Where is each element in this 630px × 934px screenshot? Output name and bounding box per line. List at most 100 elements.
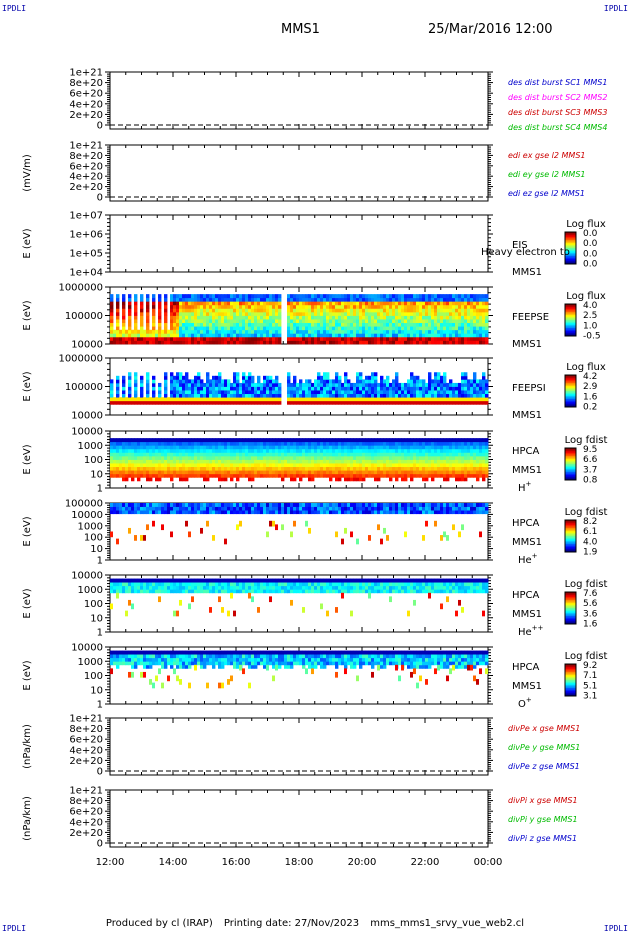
colorbar-tick-label: 7.6: [583, 589, 598, 599]
colorbar-title: Log fdist: [565, 579, 608, 590]
y-tick-label: 10: [90, 544, 103, 555]
y-tick-label: 6e+20: [69, 735, 103, 746]
y-tick-label: 8e+20: [69, 151, 103, 162]
colorbar-tick-label: 7.1: [583, 671, 597, 681]
y-tick-label: 100000: [65, 382, 103, 393]
y-tick-label: 0: [97, 121, 103, 132]
colorbar-tick-label: 3.7: [583, 465, 597, 475]
y-tick-label: 2e+20: [69, 756, 103, 767]
y-tick-label: 10000: [71, 643, 103, 654]
y-tick-label: 2e+20: [69, 182, 103, 193]
y-axis-label: E (eV): [22, 300, 33, 330]
spacecraft-label: MMS1: [512, 410, 542, 421]
y-axis-label: (nPa/km): [22, 796, 33, 841]
legend-entry: divPe y gse MMS1: [508, 743, 580, 752]
colorbar-tick-label: 0.0: [583, 239, 598, 249]
y-tick-label: 1e+21: [69, 786, 103, 797]
y-tick-label: 1e+05: [69, 249, 103, 260]
instrument-label: HPCA: [512, 446, 540, 457]
header-datetime: 25/Mar/2016 12:00: [428, 22, 553, 37]
instrument-label: HPCA: [512, 590, 540, 601]
y-tick-label: 1e+21: [69, 714, 103, 725]
colorbar-tick-label: -0.5: [583, 331, 601, 341]
y-tick-label: 1000000: [58, 354, 103, 365]
colorbar-title: Log flux: [566, 362, 606, 373]
instrument-label: HPCA: [512, 518, 540, 529]
y-tick-label: 1: [97, 556, 103, 567]
y-tick-label: 1000: [78, 521, 103, 532]
footer-producer: Produced by cl (IRAP): [105, 918, 213, 929]
y-tick-label: 10: [90, 685, 103, 696]
colorbar: [564, 663, 577, 697]
x-tick-label: 22:00: [411, 857, 440, 868]
colorbar-tick-label: 1.0: [583, 321, 598, 331]
y-tick-label: 2e+20: [69, 828, 103, 839]
y-tick-label: 10: [90, 613, 103, 624]
colorbar-tick-label: 9.2: [583, 661, 597, 671]
x-tick-label: 12:00: [96, 857, 125, 868]
colorbar-tick-label: 1.6: [583, 392, 598, 402]
footer-printing-date: Printing date: 27/Nov/2023: [223, 918, 360, 929]
species-label: H+: [518, 480, 532, 494]
corner-tag-top-right: IPDLI: [603, 4, 628, 13]
y-tick-label: 100000: [65, 311, 103, 322]
colorbar: [564, 303, 577, 337]
y-tick-label: 1e+06: [69, 230, 103, 241]
legend-entry: des dist burst SC2 MMS2: [508, 93, 607, 102]
y-tick-label: 6e+20: [69, 89, 103, 100]
colorbar-tick-label: 0.0: [583, 259, 598, 269]
y-tick-label: 0: [97, 767, 103, 778]
y-tick-label: 100: [84, 455, 103, 466]
y-tick-label: 100: [84, 671, 103, 682]
panel-4: 1000000 100000 10000 E (eV) Log flux4.02.51.…: [22, 283, 606, 351]
y-tick-label: 1000: [78, 657, 103, 668]
y-axis-label: E (eV): [22, 228, 33, 258]
instrument-label: FEEPSI: [512, 383, 546, 394]
colorbar: [564, 374, 577, 408]
spacecraft-label: MMS1: [512, 609, 542, 620]
colorbar-tick-label: 0.2: [583, 402, 597, 412]
y-tick-label: 10000: [71, 571, 103, 582]
y-tick-label: 1e+21: [69, 141, 103, 152]
y-tick-label: 10000: [71, 411, 103, 422]
colorbar-tick-label: 4.0: [583, 537, 598, 547]
legend-entry: divPi x gse MMS1: [508, 796, 578, 805]
colorbar-title: Log fdist: [565, 651, 608, 662]
panel-9: 10000 1000 100 10 1 E (eV) Log fdist9.27.15.13…: [22, 643, 607, 711]
legend-entry: divPe x gse MMS1: [508, 724, 580, 733]
species-label: O+: [518, 696, 532, 710]
y-tick-label: 1: [97, 484, 103, 495]
y-tick-label: 1000: [78, 441, 103, 452]
y-tick-label: 0: [97, 193, 103, 204]
colorbar-tick-label: 8.2: [583, 517, 597, 527]
y-tick-label: 4e+20: [69, 817, 103, 828]
colorbar-tick-label: 3.1: [583, 691, 597, 701]
y-tick-label: 1: [97, 628, 103, 639]
y-tick-label: 1e+07: [69, 211, 103, 222]
y-axis-label: E (eV): [22, 371, 33, 401]
legend-entry: des dist burst SC3 MMS3: [508, 108, 607, 117]
legend-entry: edi ey gse l2 MMS1: [508, 170, 586, 179]
species-label: He+: [518, 552, 538, 566]
legend-entry: divPi z gse MMS1: [508, 834, 577, 843]
instrument-label: EIS: [512, 240, 528, 251]
colorbar-tick-label: 0.0: [583, 229, 598, 239]
legend-entry: divPe z gse MMS1: [508, 762, 580, 771]
colorbar-tick-label: 5.1: [583, 681, 597, 691]
panel-8: 10000 1000 100 10 1 E (eV) Log fdist7.65.63.61…: [22, 571, 607, 639]
y-tick-label: 1e+21: [69, 68, 103, 79]
corner-tag-top-left: IPDLI: [2, 4, 27, 13]
y-tick-label: 10000: [71, 340, 103, 351]
y-tick-label: 4e+20: [69, 99, 103, 110]
header-mission: MMS1: [281, 22, 320, 37]
plot-frame: [109, 144, 489, 202]
instrument-label: FEEPSE: [512, 312, 549, 323]
x-tick-label: 16:00: [222, 857, 251, 868]
legend-entry: edi ex gse l2 MMS1: [508, 151, 586, 160]
y-tick-label: 10: [90, 469, 103, 480]
spacecraft-label: MMS1: [512, 537, 542, 548]
colorbar-tick-label: 9.5: [583, 445, 597, 455]
colorbar: [564, 519, 577, 553]
